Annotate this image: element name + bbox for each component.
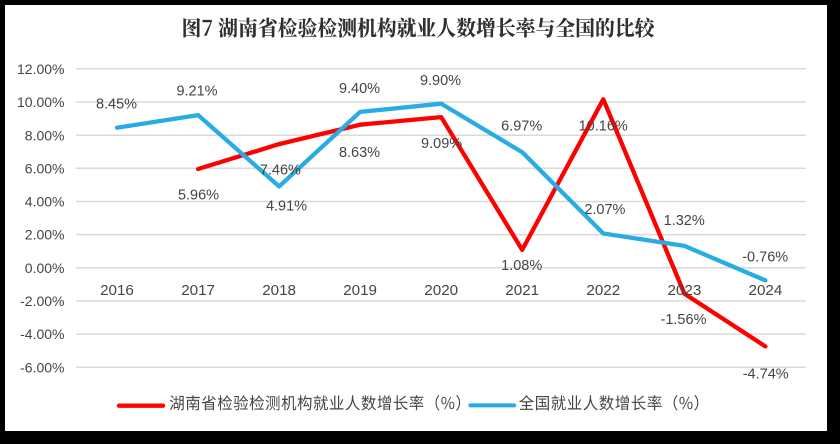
svg-text:9.09%: 9.09%: [421, 136, 462, 152]
svg-text:2017: 2017: [181, 282, 215, 299]
svg-text:-4.00%: -4.00%: [20, 326, 64, 342]
svg-text:6.97%: 6.97%: [501, 119, 542, 135]
svg-text:0.00%: 0.00%: [25, 260, 65, 276]
svg-text:9.21%: 9.21%: [176, 83, 217, 99]
svg-text:2016: 2016: [100, 282, 134, 299]
svg-text:9.40%: 9.40%: [339, 81, 380, 97]
svg-text:2.00%: 2.00%: [25, 227, 65, 243]
svg-text:1.32%: 1.32%: [664, 213, 705, 229]
svg-text:-2.00%: -2.00%: [20, 293, 64, 309]
svg-text:2018: 2018: [262, 282, 296, 299]
svg-text:9.90%: 9.90%: [420, 73, 461, 89]
svg-text:4.91%: 4.91%: [266, 199, 307, 215]
svg-text:2024: 2024: [749, 282, 783, 299]
svg-text:5.96%: 5.96%: [178, 188, 219, 204]
svg-text:-6.00%: -6.00%: [20, 359, 64, 375]
svg-text:10.16%: 10.16%: [579, 119, 628, 135]
svg-text:2023: 2023: [668, 282, 702, 299]
svg-text:-1.56%: -1.56%: [661, 312, 707, 328]
svg-text:-4.74%: -4.74%: [743, 367, 789, 383]
svg-text:-0.76%: -0.76%: [742, 250, 788, 266]
svg-text:12.00%: 12.00%: [17, 61, 64, 77]
svg-text:2019: 2019: [343, 282, 377, 299]
svg-text:8.45%: 8.45%: [96, 96, 137, 112]
svg-text:2.07%: 2.07%: [584, 202, 625, 218]
svg-text:8.63%: 8.63%: [339, 145, 380, 161]
svg-text:7.46%: 7.46%: [260, 162, 301, 178]
svg-text:1.08%: 1.08%: [501, 258, 542, 274]
svg-text:6.00%: 6.00%: [25, 160, 65, 176]
svg-text:2022: 2022: [586, 282, 620, 299]
svg-text:2021: 2021: [505, 282, 539, 299]
svg-text:10.00%: 10.00%: [17, 94, 64, 110]
svg-text:2020: 2020: [424, 282, 458, 299]
svg-text:4.00%: 4.00%: [25, 194, 65, 210]
svg-text:8.00%: 8.00%: [25, 127, 65, 143]
